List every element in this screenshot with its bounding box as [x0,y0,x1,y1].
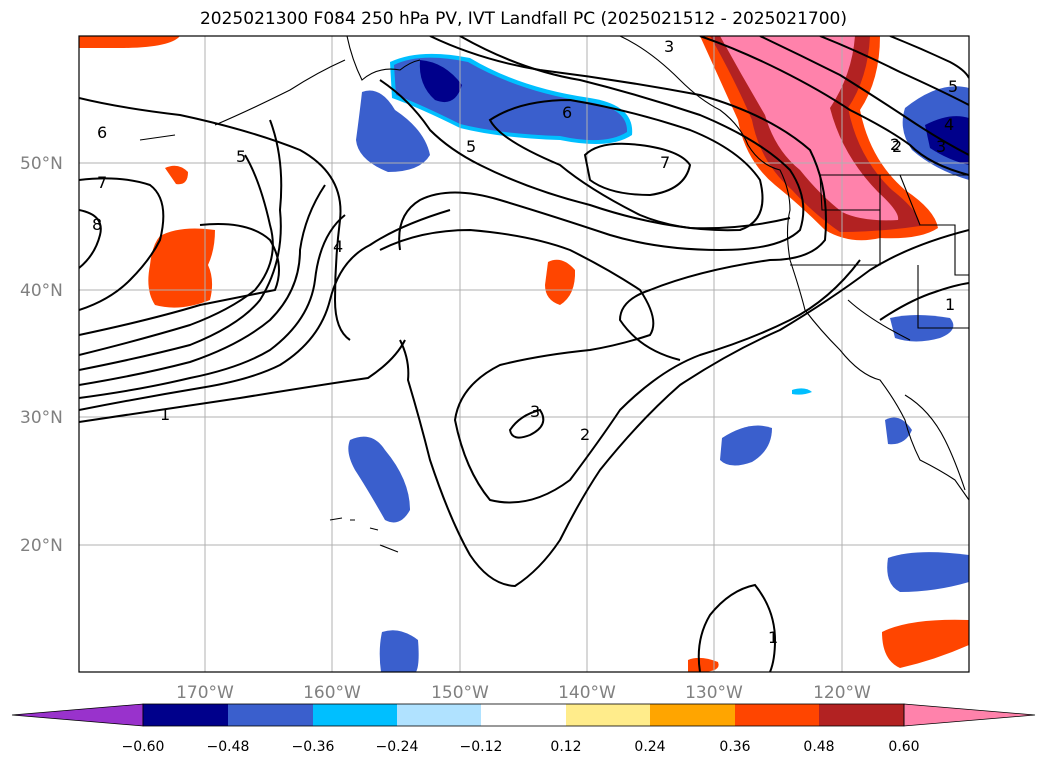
colorbar-extend-right [903,703,1036,727]
contour-label: 3 [936,137,946,156]
colorbar-segment [313,704,397,726]
colorbar-segment [228,704,313,726]
contour-label: 2 [892,137,902,156]
lat-label: 30°N [20,408,63,428]
pv-contours [79,36,969,672]
colorbar-tick-label: −0.24 [376,739,419,755]
contour-label: 6 [562,103,572,122]
colorbar-tick-label: 0.60 [888,739,919,755]
gridlines [79,36,969,672]
colorbar-segment [566,704,650,726]
colorbar-tick-label: −0.36 [292,739,335,755]
contour-label: 4 [333,237,343,256]
colorbar-tick-label: 0.12 [550,739,581,755]
contour-label: 5 [466,137,476,156]
contour-label: 1 [160,405,170,424]
contour-labels: 1 2 3 4 5 6 7 8 6 5 7 3 2 1 1 5 4 3 2 [92,37,958,647]
contour-label: 7 [660,153,670,172]
contour-label: 4 [944,115,954,134]
contour-label: 5 [948,77,958,96]
lon-label: 120°W [813,683,871,703]
colorbar-outline [142,703,905,727]
colorbar-segment [819,704,904,726]
lat-labels: 50°N 40°N 30°N 20°N [20,154,63,556]
contour-label: 6 [97,123,107,142]
lat-label: 50°N [20,154,63,174]
colorbar-segment [650,704,735,726]
negative-shading [348,53,969,672]
colorbar-extend-left [11,703,144,727]
colorbar-tick-label: −0.12 [460,739,503,755]
contour-label: 1 [945,295,955,314]
lat-label: 20°N [20,536,63,556]
colorbar-segment [735,704,819,726]
contour-label: 3 [530,402,540,421]
colorbar-segment [397,704,481,726]
page-title: 2025021300 F084 250 hPa PV, IVT Landfall… [199,9,847,29]
colorbar-tick-label: −0.60 [122,739,165,755]
contour-label: 3 [664,37,674,56]
colorbar-segment [143,704,228,726]
coastlines [139,36,969,553]
lon-label: 160°W [303,683,361,703]
colorbar-tick-label: 0.48 [803,739,834,755]
contour-label: 7 [97,173,107,192]
colorbar-tick-label: 0.36 [719,739,750,755]
positive-shading [79,36,969,672]
contour-label: 5 [236,147,246,166]
lon-label: 170°W [176,683,234,703]
lon-labels: 170°W 160°W 150°W 140°W 130°W 120°W [176,683,871,703]
colorbar-tick-label: −0.48 [207,739,250,755]
contour-label: 2 [890,135,900,154]
map-frame [78,35,970,673]
colorbar: −0.60 −0.48 −0.36 −0.24 −0.12 0.12 0.24 … [11,703,1036,755]
lon-label: 130°W [685,683,743,703]
colorbar-tick-label: 0.24 [634,739,665,755]
contour-label: 1 [768,628,778,647]
lon-label: 140°W [558,683,616,703]
lon-label: 150°W [431,683,489,703]
contour-label: 8 [92,215,102,234]
contour-label: 2 [580,425,590,444]
colorbar-segment [481,704,566,726]
lat-label: 40°N [20,281,63,301]
